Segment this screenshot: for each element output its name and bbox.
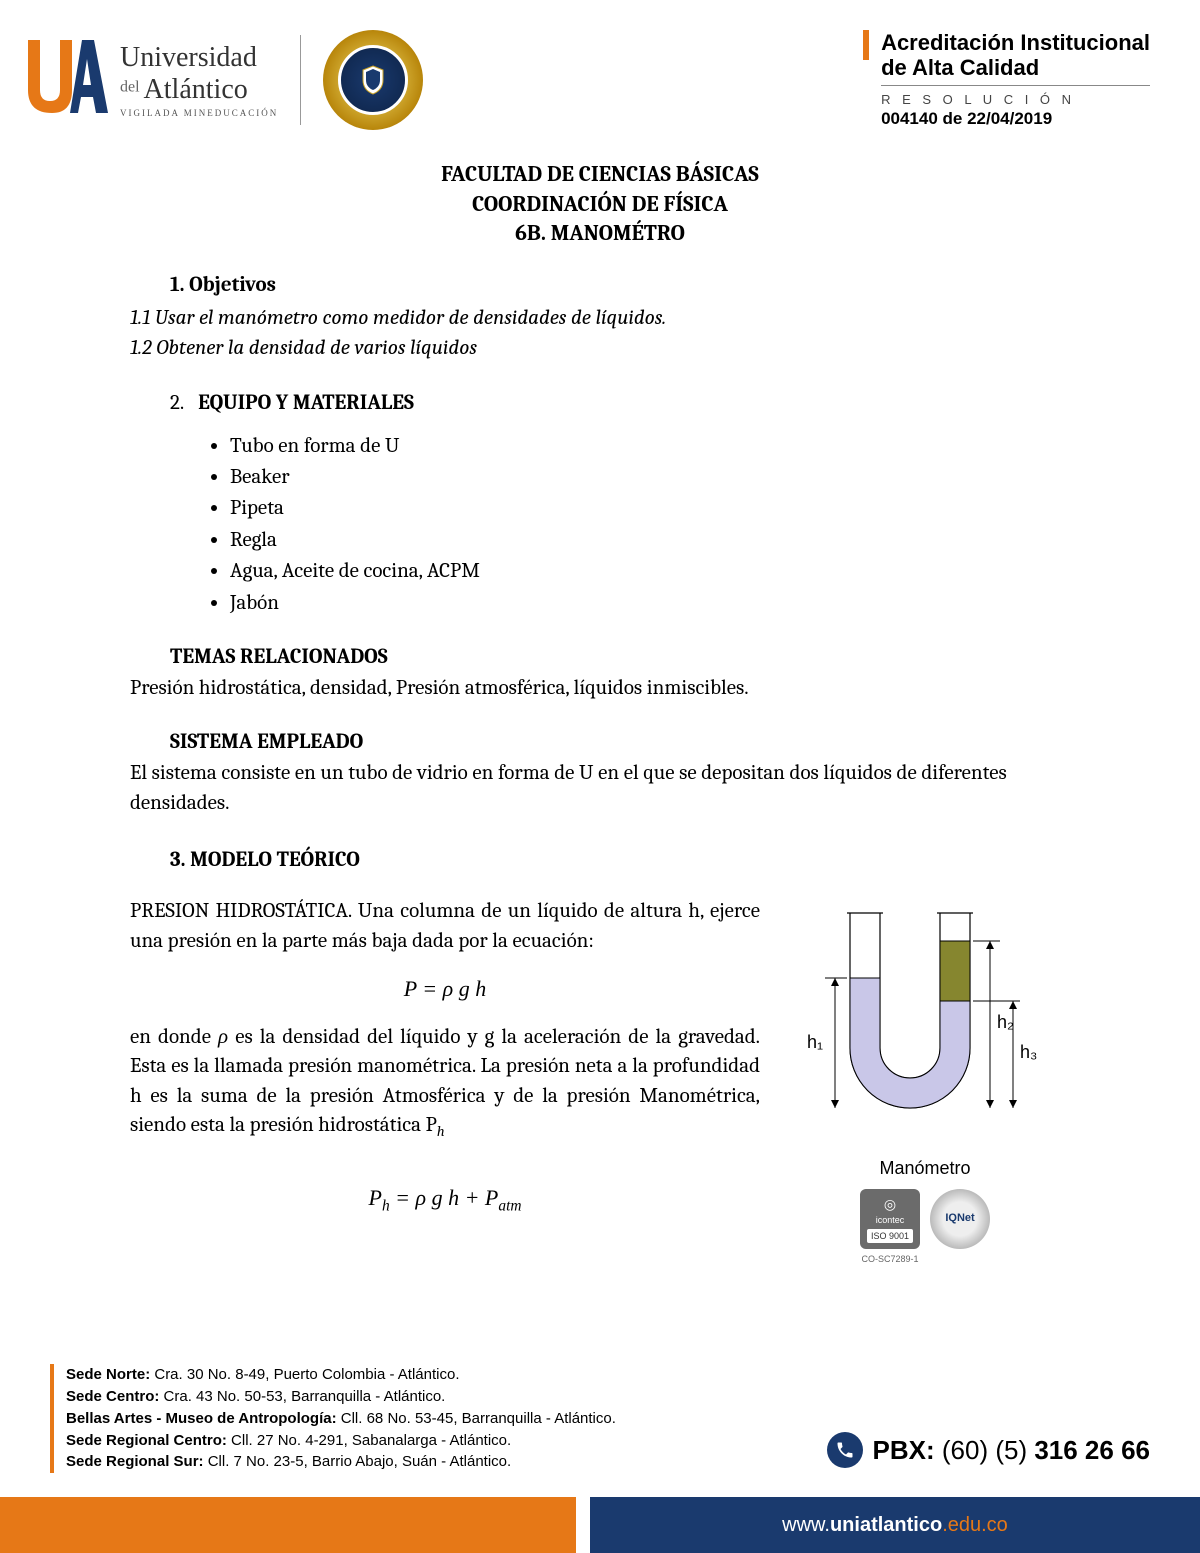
university-name-block: Universidad del Atlántico VIGILADA MINED… — [120, 42, 278, 118]
tagline: VIGILADA MINEDUCACIÓN — [120, 108, 278, 118]
iqnet-badge: IQNet — [930, 1189, 990, 1249]
footer-orange-bar — [0, 1497, 576, 1553]
document-content: 1. Objetivos 1.1 Usar el manómetro como … — [0, 271, 1200, 1265]
footer-bar: www.uniatlantico.edu.co — [0, 1497, 1200, 1553]
phone-icon — [827, 1432, 863, 1468]
manometer-diagram-icon: h₁ h₂ h₃ — [795, 883, 1055, 1143]
h3-label: h₃ — [1020, 1042, 1037, 1062]
materials-list: Tubo en forma de U Beaker Pipeta Regla A… — [230, 431, 1070, 619]
pressure-paragraph-2: en donde ρ es la densidad del líquido y … — [130, 1023, 760, 1143]
accreditation-seal-icon — [323, 30, 423, 130]
resolution-value: 004140 de 22/04/2019 — [881, 109, 1150, 129]
university-atlantico: del Atlántico — [120, 74, 278, 106]
ua-logo-icon — [20, 35, 110, 125]
header-divider — [300, 35, 301, 125]
title-line-2: COORDINACIÓN DE FÍSICA — [0, 190, 1200, 220]
equation-1: P = ρ g h — [130, 974, 760, 1005]
material-item: Beaker — [230, 462, 1070, 493]
footer-url: www.uniatlantico.edu.co — [590, 1497, 1200, 1553]
cert-code: CO-SC7289-1 — [860, 1253, 920, 1266]
address-line: Bellas Artes - Museo de Antropología: Cl… — [66, 1408, 616, 1430]
h1-label: h₁ — [807, 1032, 823, 1052]
related-topics-body: Presión hidrostática, densidad, Presión … — [130, 674, 1070, 703]
address-line: Sede Norte: Cra. 30 No. 8-49, Puerto Col… — [66, 1364, 616, 1386]
icontec-badge: ◎ icontec ISO 9001 CO-SC7289-1 — [860, 1189, 920, 1266]
h2-label: h₂ — [997, 1012, 1014, 1032]
accreditation-title-1: Acreditación Institucional — [881, 30, 1150, 55]
page-header: Universidad del Atlántico VIGILADA MINED… — [0, 0, 1200, 140]
document-title: FACULTAD DE CIENCIAS BÁSICAS COORDINACIÓ… — [0, 160, 1200, 249]
theory-text: PRESION HIDROSTÁTICA. Una columna de un … — [130, 883, 760, 1234]
system-body: El sistema consiste en un tubo de vidrio… — [130, 759, 1070, 818]
material-item: Pipeta — [230, 493, 1070, 524]
header-right: Acreditación Institucional de Alta Calid… — [863, 30, 1150, 129]
objective-1: 1.1 Usar el manómetro como medidor de de… — [130, 304, 1070, 333]
title-line-3: 6B. MANOMÉTRO — [0, 219, 1200, 249]
university-word: Universidad — [120, 42, 278, 74]
orange-accent-bar — [863, 30, 869, 60]
material-item: Regla — [230, 525, 1070, 556]
equipment-heading: 2. 2. EQUIPO Y MATERIALESEQUIPO Y MATERI… — [170, 389, 1070, 418]
objectives-list: 1.1 Usar el manómetro como medidor de de… — [130, 304, 1070, 363]
certification-logos: ◎ icontec ISO 9001 CO-SC7289-1 IQNet — [780, 1189, 1070, 1266]
system-heading: SISTEMA EMPLEADO — [170, 728, 1070, 757]
footer-gap — [576, 1497, 590, 1553]
pressure-paragraph-1: PRESION HIDROSTÁTICA. Una columna de un … — [130, 897, 760, 956]
material-item: Agua, Aceite de cocina, ACPM — [230, 556, 1070, 587]
resolution-label: R E S O L U C I Ó N — [881, 92, 1150, 107]
equation-2: Ph = ρ g h + Patm — [130, 1183, 760, 1217]
theory-row: PRESION HIDROSTÁTICA. Una columna de un … — [130, 883, 1070, 1265]
material-item: Tubo en forma de U — [230, 431, 1070, 462]
footer-addresses: Sede Norte: Cra. 30 No. 8-49, Puerto Col… — [50, 1364, 616, 1473]
material-item: Jabón — [230, 588, 1070, 619]
pbx-text: PBX: (60) (5) 316 26 66 — [873, 1435, 1150, 1466]
related-topics-heading: TEMAS RELACIONADOS — [170, 643, 1070, 672]
address-line: Sede Regional Sur: Cll. 7 No. 23-5, Barr… — [66, 1451, 616, 1473]
theory-heading: 3. MODELO TEÓRICO — [170, 846, 1070, 875]
objective-2: 1.2 Obtener la densidad de varios líquid… — [130, 334, 1070, 363]
address-line: Sede Regional Centro: Cll. 27 No. 4-291,… — [66, 1430, 616, 1452]
address-line: Sede Centro: Cra. 43 No. 50-53, Barranqu… — [66, 1386, 616, 1408]
objectives-heading: 1. Objetivos — [170, 271, 1070, 300]
manometer-caption: Manómetro — [780, 1156, 1070, 1181]
header-left: Universidad del Atlántico VIGILADA MINED… — [20, 30, 423, 130]
accreditation-title-2: de Alta Calidad — [881, 55, 1150, 80]
pressure-title: PRESION HIDROSTÁTICA. — [130, 899, 352, 923]
title-line-1: FACULTAD DE CIENCIAS BÁSICAS — [0, 160, 1200, 190]
manometer-figure: h₁ h₂ h₃ Manómetro ◎ — [780, 883, 1070, 1265]
accreditation-block: Acreditación Institucional de Alta Calid… — [881, 30, 1150, 129]
pbx-block: PBX: (60) (5) 316 26 66 — [827, 1432, 1150, 1468]
